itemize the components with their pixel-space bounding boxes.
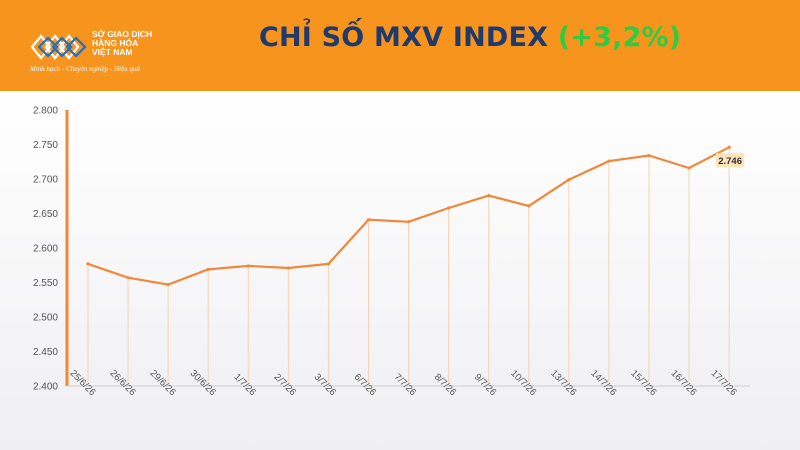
data-point: [687, 166, 691, 170]
data-point: [487, 193, 491, 198]
data-point: [607, 159, 611, 163]
data-point: [406, 220, 411, 224]
mxv-logo: SỞ GIAO DỊCH HÀNG HÓA VIỆT NAM Minh bạch…: [30, 30, 160, 78]
data-point: [366, 218, 371, 222]
last-value-label-bg: [716, 153, 745, 168]
data-point: [326, 262, 331, 266]
logo-line: HÀNG HÓA: [92, 38, 139, 48]
data-point: [527, 204, 531, 208]
data-point: [727, 145, 731, 149]
data-point: [86, 262, 90, 266]
y-tick-label: 2.400: [33, 382, 58, 393]
y-tick-label: 2.450: [33, 347, 58, 358]
change-percent: (+3,2%): [557, 22, 682, 53]
y-tick-label: 2.650: [33, 209, 58, 220]
y-tick-label: 2.600: [33, 244, 58, 255]
data-point: [647, 153, 651, 158]
data-point: [447, 206, 451, 210]
data-point: [567, 178, 571, 182]
data-point: [286, 266, 290, 270]
y-tick-label: 2.800: [33, 106, 58, 117]
logo-line: SỞ GIAO DỊCH: [92, 29, 153, 39]
y-tick-label: 2.750: [33, 140, 58, 151]
y-tick-label: 2.700: [33, 175, 58, 186]
y-tick-label: 2.500: [33, 313, 58, 324]
title-text: CHỈ SỐ MXV INDEX: [259, 22, 549, 53]
data-point: [126, 276, 130, 280]
header-banner: SỞ GIAO DỊCH HÀNG HÓA VIỆT NAM Minh bạch…: [0, 0, 800, 91]
y-tick-label: 2.550: [33, 278, 58, 289]
page-title: CHỈ SỐ MXV INDEX (+3,2%): [259, 22, 681, 53]
data-point: [206, 267, 210, 271]
chart-background: [0, 91, 800, 450]
logo-line: VIỆT NAM: [92, 47, 133, 57]
data-point: [246, 264, 250, 268]
logo-name: SỞ GIAO DỊCH HÀNG HÓA VIỆT NAM: [92, 30, 162, 57]
logo-tagline: Minh bạch - Chuyên nghiệp - Hiệu quả: [30, 65, 140, 73]
last-value-label: 2.746: [718, 156, 742, 167]
line-chart: 2.400 2.450 2.500 2.550 2.600 2.650 2.700 2.750…: [0, 91, 800, 450]
mxv-logo-icon: [30, 34, 87, 60]
data-point: [166, 282, 170, 287]
